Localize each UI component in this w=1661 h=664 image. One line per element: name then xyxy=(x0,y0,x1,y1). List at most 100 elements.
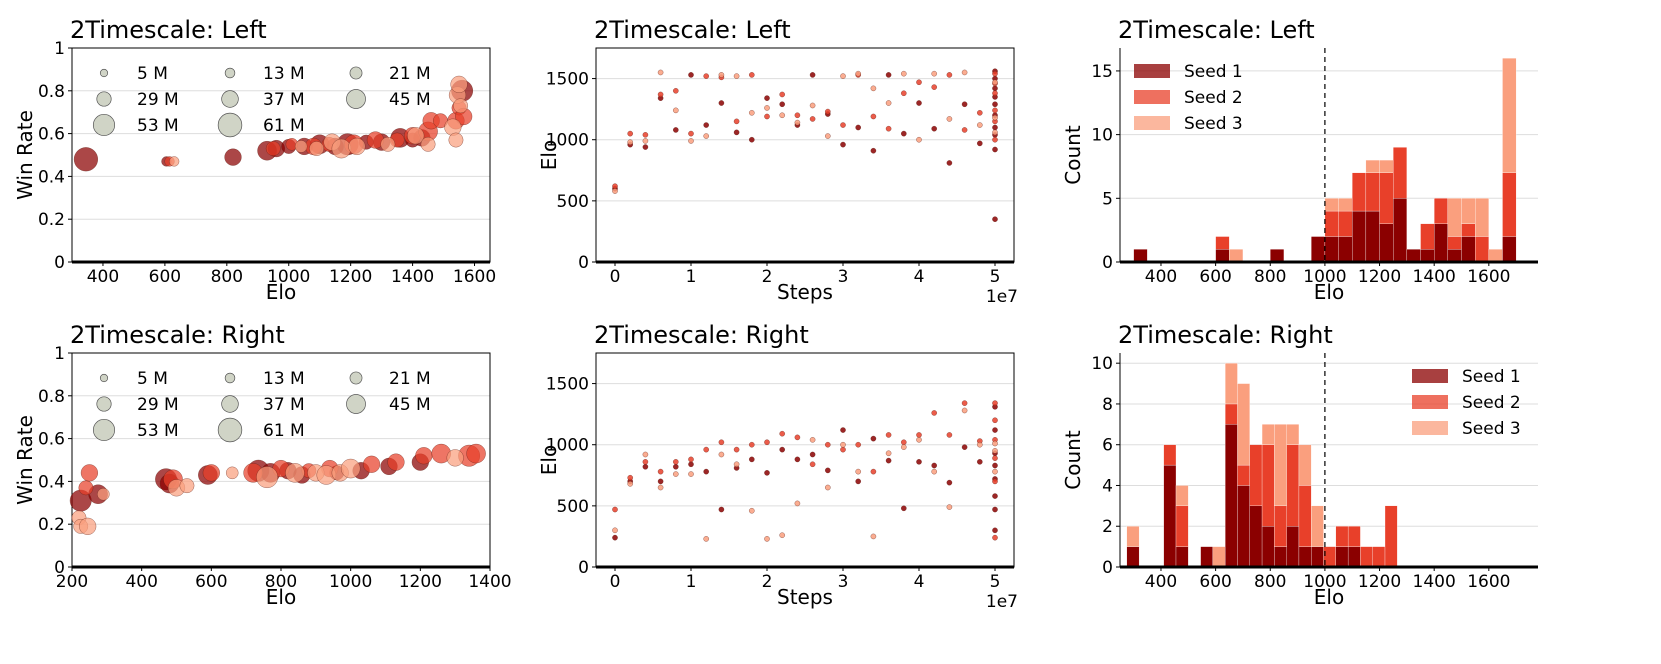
data-point xyxy=(946,479,953,486)
data-point xyxy=(703,446,710,453)
data-point xyxy=(688,461,694,468)
data-point xyxy=(657,468,664,475)
chart-title: 2Timescale: Right xyxy=(1118,321,1333,349)
data-point xyxy=(779,532,786,539)
data-point xyxy=(764,95,770,101)
data-point xyxy=(415,447,433,465)
data-point xyxy=(992,101,998,108)
data-point xyxy=(824,108,831,115)
data-point xyxy=(764,469,770,476)
data-point xyxy=(331,138,352,159)
data-point xyxy=(870,435,877,442)
y-axis-label: Win Rate xyxy=(13,415,37,505)
data-point xyxy=(225,466,239,480)
histogram-bar xyxy=(1461,236,1476,263)
data-point xyxy=(718,451,725,458)
histogram-bar xyxy=(1261,444,1275,527)
x-tick-label: 400 xyxy=(1145,267,1177,287)
histogram-bar xyxy=(1420,249,1435,263)
y-tick-label: 0 xyxy=(54,253,65,273)
y-tick-label: 0.6 xyxy=(38,125,65,145)
data-point xyxy=(256,466,279,489)
data-point xyxy=(387,453,405,471)
histogram-bar xyxy=(1225,403,1238,425)
data-point xyxy=(992,527,998,534)
data-point xyxy=(703,73,710,79)
data-point xyxy=(612,183,618,190)
histogram-bar xyxy=(1447,249,1462,263)
x-tick-label: 1 xyxy=(686,267,697,287)
data-point xyxy=(309,141,325,157)
data-point xyxy=(992,79,998,86)
legend-swatch xyxy=(1412,421,1448,435)
data-point xyxy=(612,534,618,541)
size-legend-label: 5 M xyxy=(137,64,168,84)
data-point xyxy=(340,458,361,479)
x-tick-label: 800 xyxy=(265,572,297,592)
size-legend-label: 45 M xyxy=(389,395,431,415)
x-tick-label: 1200 xyxy=(1358,572,1401,592)
data-point xyxy=(992,427,998,433)
y-tick-label: 2 xyxy=(1102,517,1113,537)
y-tick-label: 1000 xyxy=(546,436,589,456)
chart-title: 2Timescale: Left xyxy=(594,16,791,44)
y-tick-label: 0.4 xyxy=(38,167,65,187)
histogram-bar xyxy=(1502,236,1517,263)
data-point xyxy=(870,85,877,92)
data-point xyxy=(612,188,618,194)
data-point xyxy=(672,127,679,133)
y-tick-label: 0.4 xyxy=(38,472,65,492)
data-point xyxy=(824,133,831,139)
x-tick-label: 5 xyxy=(990,572,1001,592)
histogram-bar xyxy=(1270,249,1285,263)
histogram-bar xyxy=(1475,198,1489,237)
size-legend-marker xyxy=(96,396,112,412)
data-point xyxy=(931,125,938,132)
data-point xyxy=(992,440,998,447)
data-point xyxy=(466,443,486,464)
x-tick-label: 1400 xyxy=(391,267,434,287)
legend-swatch xyxy=(1134,116,1170,130)
data-point xyxy=(627,139,634,146)
data-point xyxy=(672,107,679,114)
data-point xyxy=(961,400,968,406)
histogram-bar xyxy=(1175,546,1189,568)
histogram-bar xyxy=(1372,546,1386,568)
size-legend-label: 21 M xyxy=(389,64,431,84)
x-tick-label: 1000 xyxy=(1303,572,1346,592)
data-point xyxy=(885,457,892,464)
y-tick-label: 1000 xyxy=(546,131,589,151)
data-point xyxy=(688,72,694,78)
size-legend-marker xyxy=(349,66,363,80)
data-point xyxy=(976,122,983,128)
y-tick-label: 8 xyxy=(1102,395,1113,415)
histogram-bar xyxy=(1298,444,1312,486)
x-offset-label: 1e7 xyxy=(986,592,1018,612)
histogram-bar xyxy=(1261,526,1275,568)
histogram-bar xyxy=(1324,236,1339,263)
data-point xyxy=(809,451,816,458)
histogram-bar xyxy=(1447,236,1462,250)
y-tick-label: 10 xyxy=(1091,126,1113,146)
y-tick-label: 500 xyxy=(557,497,589,517)
data-point xyxy=(855,70,862,77)
data-point xyxy=(672,471,679,477)
data-point xyxy=(961,444,968,451)
histogram-bar xyxy=(1324,210,1339,237)
legend-swatch xyxy=(1134,64,1170,78)
data-point xyxy=(870,468,877,475)
histogram-bar xyxy=(1215,236,1230,250)
histogram-bar xyxy=(1237,383,1250,466)
data-point xyxy=(612,506,618,513)
data-point xyxy=(992,136,998,143)
data-point xyxy=(642,451,649,458)
data-point xyxy=(444,118,462,136)
data-point xyxy=(809,436,816,443)
data-point xyxy=(992,417,998,424)
data-point xyxy=(672,463,679,470)
x-axis-label: Elo xyxy=(266,585,296,609)
data-point xyxy=(809,72,816,78)
data-point xyxy=(748,456,755,463)
data-point xyxy=(992,107,998,114)
